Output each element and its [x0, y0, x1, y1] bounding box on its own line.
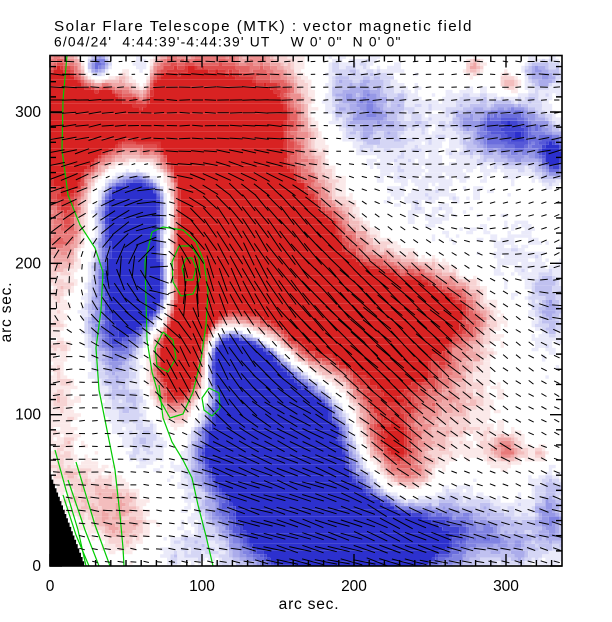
svg-text:300: 300 [493, 578, 519, 595]
svg-text:300: 300 [15, 104, 41, 121]
svg-text:100: 100 [189, 578, 215, 595]
svg-text:Solar Flare Telescope (MTK) :: Solar Flare Telescope (MTK) : vector mag… [54, 18, 473, 35]
svg-text:100: 100 [15, 407, 41, 424]
svg-text:0: 0 [46, 578, 55, 595]
svg-text:200: 200 [341, 578, 367, 595]
svg-text:arc sec.: arc sec. [0, 282, 15, 343]
svg-text:200: 200 [15, 255, 41, 272]
svg-text:6/04/24' 4:44:39'-4:44:39' UT: 6/04/24' 4:44:39'-4:44:39' UT W 0' 0" N … [54, 35, 402, 50]
svg-text:0: 0 [32, 558, 41, 575]
svg-text:arc sec.: arc sec. [279, 596, 340, 613]
